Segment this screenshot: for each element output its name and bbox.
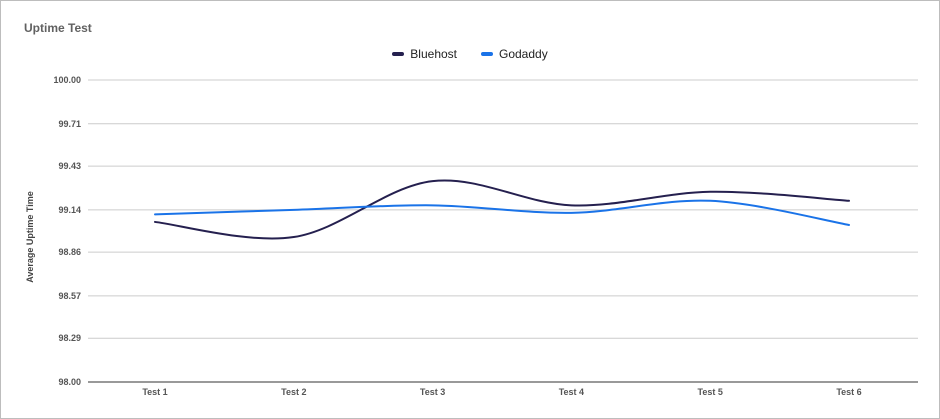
legend-swatch-bluehost xyxy=(392,52,405,56)
data-point-bluehost xyxy=(153,219,158,224)
y-tick-label: 98.00 xyxy=(58,377,81,387)
x-tick-label: Test 5 xyxy=(698,387,723,397)
chart-title: Uptime Test xyxy=(24,21,92,35)
series-line-godaddy xyxy=(154,199,850,226)
chart-legend: Bluehost Godaddy xyxy=(1,47,939,61)
data-point-godaddy xyxy=(708,198,713,203)
data-point-bluehost xyxy=(430,179,435,184)
y-tick-label: 99.14 xyxy=(58,205,81,215)
data-point-godaddy xyxy=(569,210,574,215)
legend-swatch-godaddy xyxy=(481,52,493,56)
x-tick-label: Test 2 xyxy=(281,387,306,397)
data-point-bluehost xyxy=(708,189,713,194)
x-tick-label: Test 4 xyxy=(559,387,584,397)
legend-label-bluehost: Bluehost xyxy=(410,47,457,61)
y-tick-label: 99.71 xyxy=(58,119,81,129)
y-tick-label: 99.43 xyxy=(58,161,81,171)
y-tick-label: 98.57 xyxy=(58,291,81,301)
x-tick-label: Test 3 xyxy=(420,387,445,397)
legend-item-godaddy[interactable]: Godaddy xyxy=(481,47,548,61)
x-tick-label: Test 6 xyxy=(836,387,861,397)
data-point-bluehost xyxy=(847,198,852,203)
y-tick-label: 98.86 xyxy=(58,247,81,257)
data-point-godaddy xyxy=(291,207,296,212)
data-point-godaddy xyxy=(430,203,435,208)
y-tick-label: 100.00 xyxy=(53,75,81,85)
x-tick-label: Test 1 xyxy=(142,387,167,397)
series-line-bluehost xyxy=(154,179,850,240)
data-point-godaddy xyxy=(153,212,158,217)
legend-label-godaddy: Godaddy xyxy=(499,47,548,61)
data-point-bluehost xyxy=(569,203,574,208)
y-tick-label: 98.29 xyxy=(58,333,81,343)
data-point-godaddy xyxy=(847,222,852,227)
data-point-bluehost xyxy=(291,235,296,240)
legend-item-bluehost[interactable]: Bluehost xyxy=(392,47,457,61)
